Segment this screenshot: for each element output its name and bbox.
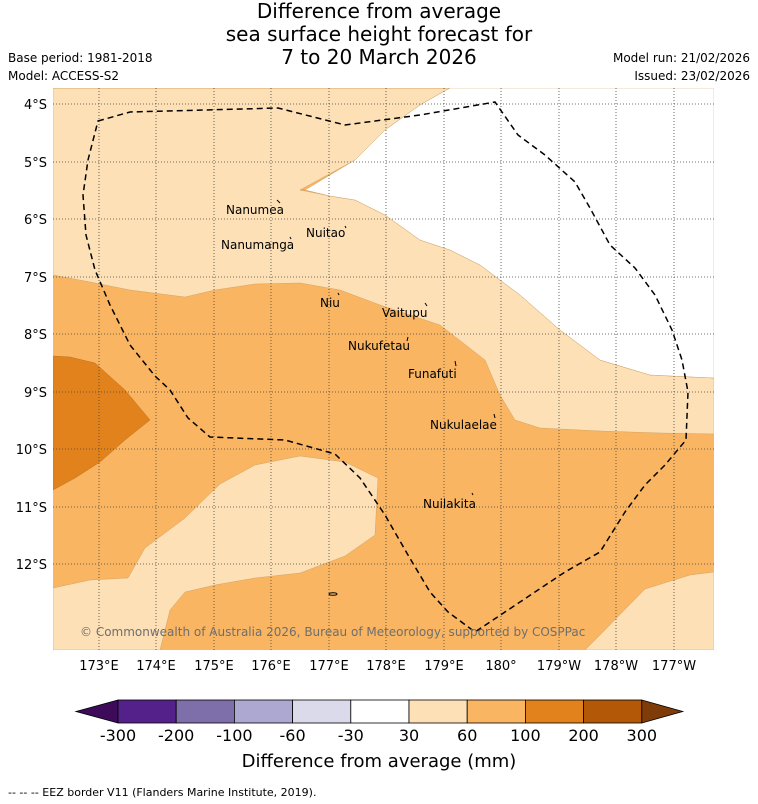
meta-right: Model run: 21/02/2026 Issued: 23/02/2026: [613, 49, 750, 85]
label-nuilakita: Nuilakita: [423, 497, 476, 511]
place-labels: Nanumea Nuitao Nanumanga Niu Vaitupu Nuk…: [221, 203, 497, 511]
colorbar-swatch: [525, 699, 585, 724]
colorbar-swatch: [117, 699, 177, 724]
lon-label-176e: 176°E: [251, 659, 291, 674]
lon-label-177e: 177°E: [309, 659, 349, 674]
copyright-text: © Commonwealth of Australia 2026, Bureau…: [80, 625, 585, 639]
colorbar-swatch: [583, 699, 643, 724]
island-nanumanga-shape: [289, 236, 292, 240]
lat-label-10s: 10°S: [16, 443, 47, 458]
island-niu-shape: [337, 292, 340, 296]
eez-footnote: -- -- -- EEZ border V11 (Flanders Marine…: [8, 786, 317, 799]
label-nuitao: Nuitao: [306, 226, 345, 240]
lon-label-173e: 173°E: [79, 659, 119, 674]
lat-labels: 4°S 5°S 6°S 7°S 8°S 9°S 10°S 11°S 12°S: [16, 98, 47, 573]
label-nanumea: Nanumea: [226, 203, 284, 217]
lon-label-177w: 177°W: [652, 659, 696, 674]
colorbar-extend-high: [641, 699, 685, 724]
colorbar-tick-label: 200: [568, 726, 599, 745]
colorbar-tick-label: -30: [338, 726, 364, 745]
label-nanumanga: Nanumanga: [221, 238, 294, 252]
base-period: Base period: 1981-2018: [8, 51, 153, 65]
island-small-south: [328, 592, 338, 596]
island-nanumea-shape: [276, 199, 281, 204]
lat-label-12s: 12°S: [16, 558, 47, 573]
colorbar-tick-label: 100: [510, 726, 541, 745]
title-line-2: sea surface height forecast for: [225, 22, 533, 46]
island-vaitupu-shape: [424, 302, 428, 307]
lat-label-9s: 9°S: [24, 386, 47, 401]
lon-label-179w: 179°W: [537, 659, 581, 674]
meta-left: Base period: 1981-2018 Model: ACCESS-S2: [8, 49, 153, 85]
lon-labels: 173°E 174°E 175°E 176°E 177°E 178°E 179°…: [79, 659, 696, 674]
map-title: Difference from average sea surface heig…: [0, 0, 758, 69]
island-nukufetau-shape: [406, 336, 409, 342]
lat-label-4s: 4°S: [24, 98, 47, 113]
eez-border: [82, 101, 689, 633]
band-30-60-south-middle: [53, 455, 379, 650]
band-100-200-west: [53, 355, 151, 491]
island-nuitao-shape: [344, 225, 347, 229]
issued-date: Issued: 23/02/2026: [634, 69, 750, 83]
band-30-60-southeast: [584, 571, 714, 650]
lon-label-179e: 179°E: [424, 659, 464, 674]
band-near-zero: [304, 88, 714, 379]
model-name: Model: ACCESS-S2: [8, 69, 120, 83]
colorbar-tick-label: 30: [399, 726, 419, 745]
lon-label-175e: 175°E: [194, 659, 234, 674]
colorbar-tick-label: 60: [457, 726, 477, 745]
label-funafuti: Funafuti: [408, 367, 457, 381]
lon-label-180: 180°: [485, 659, 516, 674]
lat-label-5s: 5°S: [24, 156, 47, 171]
label-niu: Niu: [320, 296, 340, 310]
lon-label-174e: 174°E: [136, 659, 176, 674]
label-vaitupu: Vaitupu: [382, 306, 428, 320]
colorbar: -300 -200 -100 -60 -30 30 60 100 200 300: [74, 699, 685, 745]
island-nuilakita-shape: [471, 492, 474, 496]
lon-label-178w: 178°W: [594, 659, 638, 674]
colorbar-swatch: [350, 699, 410, 724]
model-run: Model run: 21/02/2026: [612, 51, 750, 65]
lat-label-8s: 8°S: [24, 328, 47, 343]
label-nukufetau: Nukufetau: [348, 339, 410, 353]
colorbar-swatch: [408, 699, 468, 724]
island-nukulaelae-shape: [493, 413, 496, 419]
colorbar-title: Difference from average (mm): [242, 751, 517, 772]
colorbar-tick-label: 300: [627, 726, 658, 745]
title-line-1: Difference from average: [256, 0, 502, 23]
colorbar-tick-label: -60: [280, 726, 306, 745]
lat-label-6s: 6°S: [24, 213, 47, 228]
contour-fills: [53, 88, 714, 650]
colorbar-tick-label: -100: [216, 726, 252, 745]
label-nukulaelae: Nukulaelae: [430, 418, 497, 432]
island-funafuti-shape: [454, 360, 457, 367]
islands: [276, 199, 496, 596]
colorbar-extend-low: [74, 699, 119, 724]
colorbar-swatch: [292, 699, 352, 724]
lat-label-7s: 7°S: [24, 271, 47, 286]
colorbar-swatch: [466, 699, 526, 724]
colorbar-swatch: [175, 699, 235, 724]
lon-label-178e: 178°E: [366, 659, 406, 674]
title-line-3: 7 to 20 March 2026: [281, 45, 477, 69]
colorbar-swatch: [233, 699, 293, 724]
graticule: [53, 88, 714, 650]
lat-label-11s: 11°S: [16, 501, 47, 516]
colorbar-tick-label: -200: [158, 726, 194, 745]
colorbar-tick-label: -300: [100, 726, 136, 745]
